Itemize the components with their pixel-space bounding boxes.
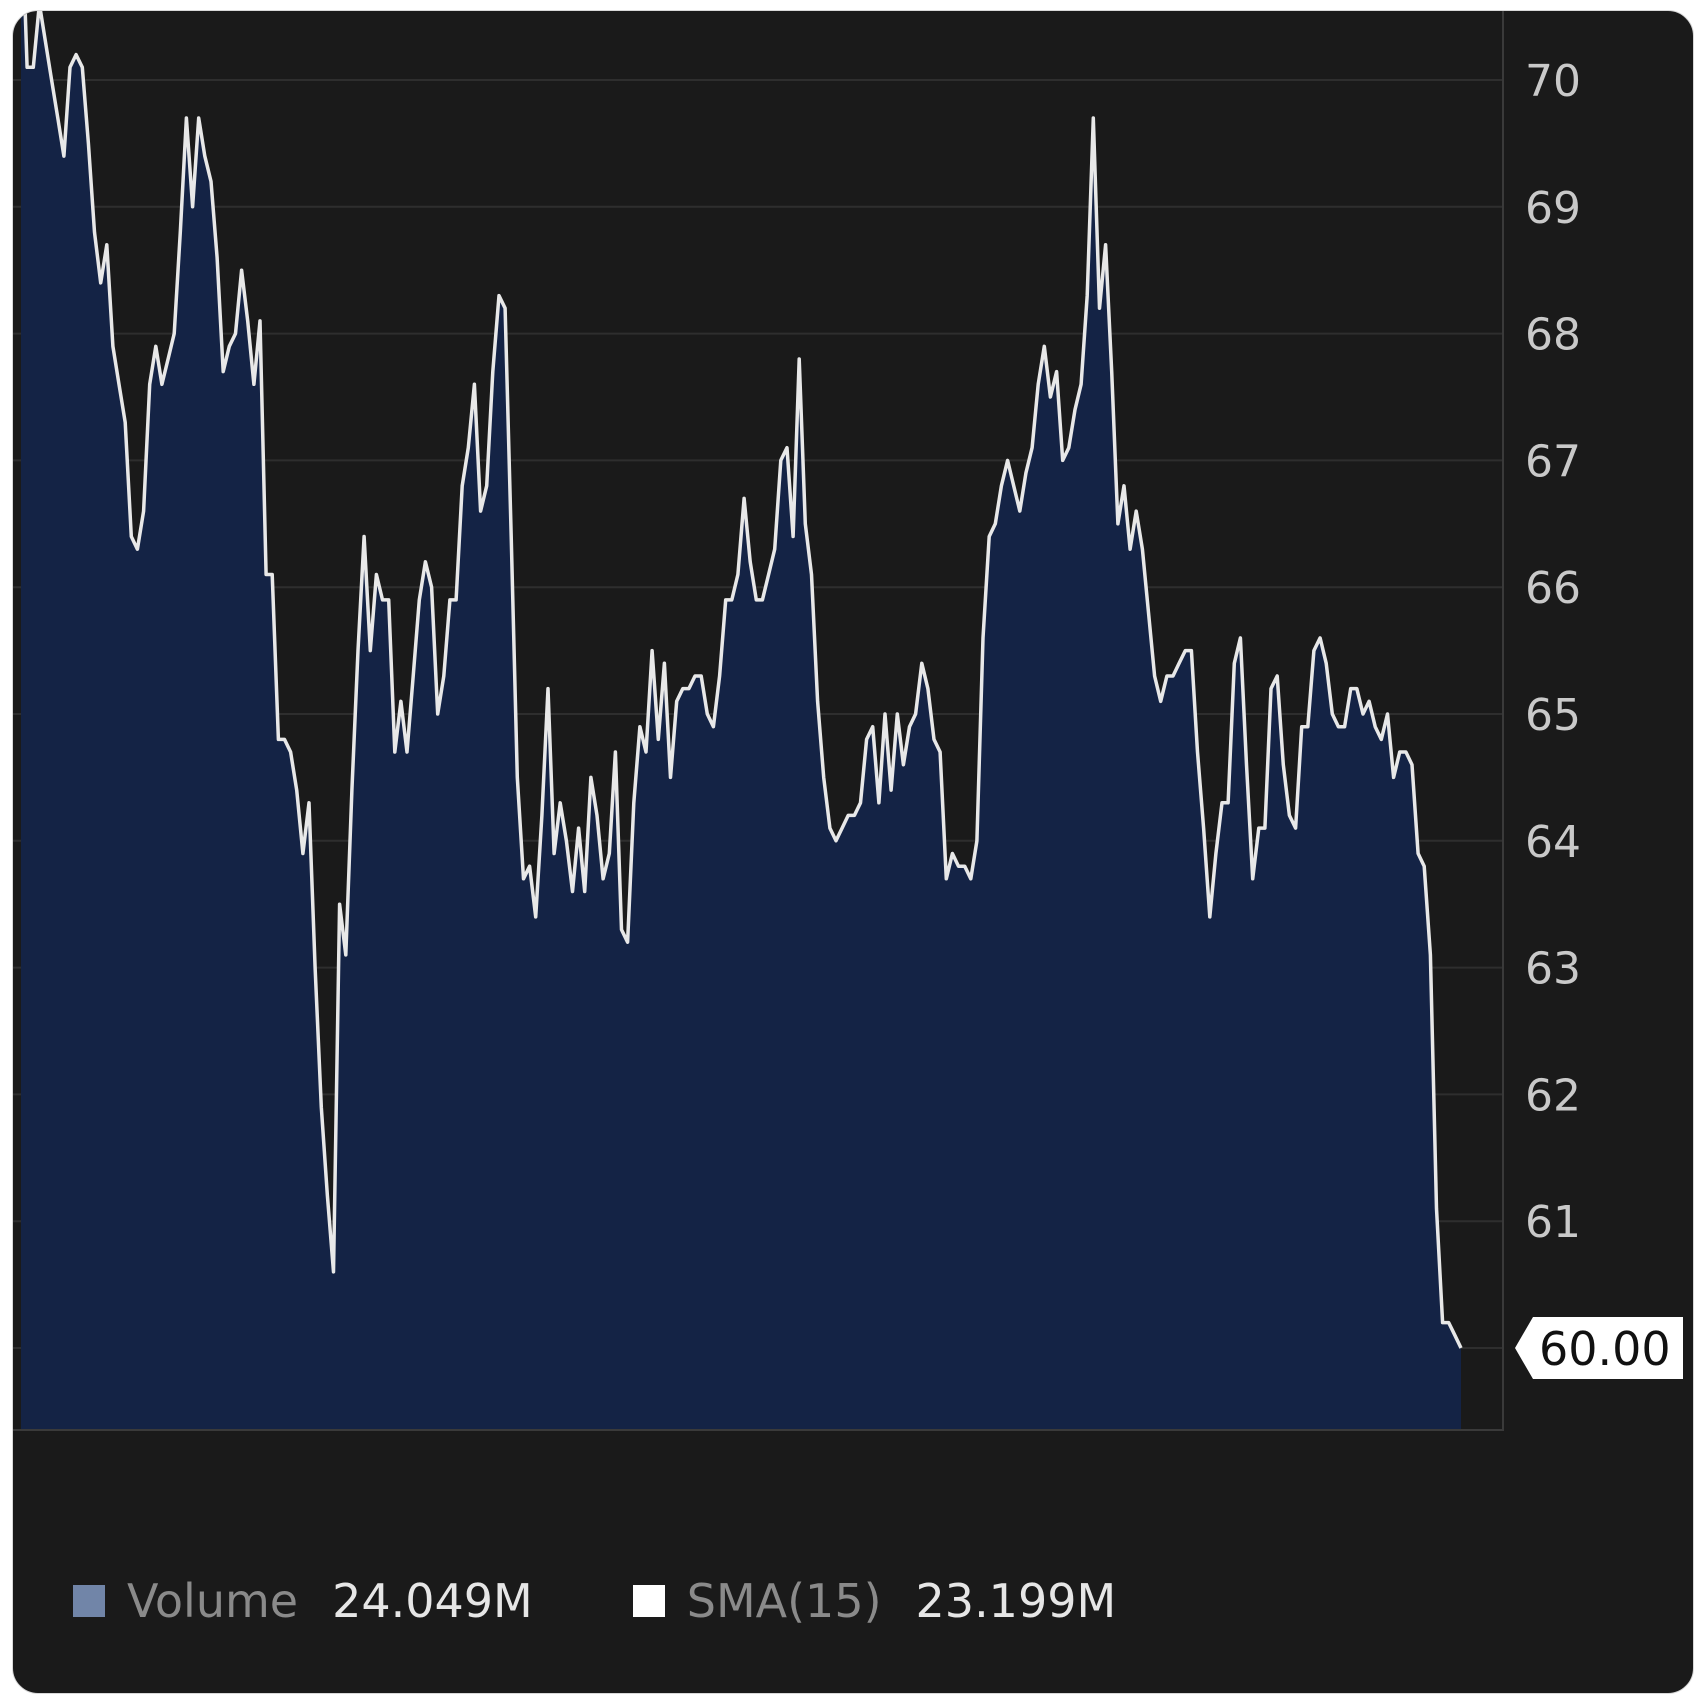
y-tick-label: 70 (1525, 56, 1581, 107)
last-price-value: 60.00 (1539, 1322, 1671, 1376)
y-axis (13, 11, 1504, 1431)
chart-panel: 6162636465666768697071 60.00 Volume 24.0… (12, 10, 1694, 1694)
y-tick-label: 68 (1525, 310, 1581, 361)
price-area-fill (21, 11, 1461, 1429)
y-tick-label: 67 (1525, 436, 1581, 487)
y-tick-label: 63 (1525, 944, 1581, 995)
last-price-tag-shape (1515, 1317, 1683, 1379)
volume-value: 24.049M (332, 1574, 533, 1628)
y-tick-label: 62 (1525, 1070, 1581, 1121)
y-tick-label: 61 (1525, 1197, 1581, 1248)
sma-swatch (632, 1585, 665, 1617)
sma-value: 23.199M (915, 1574, 1117, 1628)
price-area (21, 11, 1461, 1429)
y-tick-label: 65 (1525, 690, 1581, 741)
price-line-path (23, 11, 1463, 1349)
y-axis-ticks: 6162636465666768697071 (1525, 56, 1581, 1248)
y-tick-label: 66 (1525, 563, 1581, 614)
sma-label: SMA(15) (686, 1574, 882, 1628)
y-tick-label: 69 (1525, 183, 1581, 234)
last-price-tag: 60.00 (1515, 1317, 1683, 1379)
legend: Volume 24.049M SMA(15) 23.199M (73, 1566, 1216, 1636)
y-tick-label: 64 (1525, 817, 1581, 868)
price-chart: 6162636465666768697071 60.00 (13, 11, 1683, 1431)
price-line (23, 11, 1463, 1349)
volume-swatch (73, 1585, 105, 1617)
volume-label: Volume (127, 1574, 299, 1628)
